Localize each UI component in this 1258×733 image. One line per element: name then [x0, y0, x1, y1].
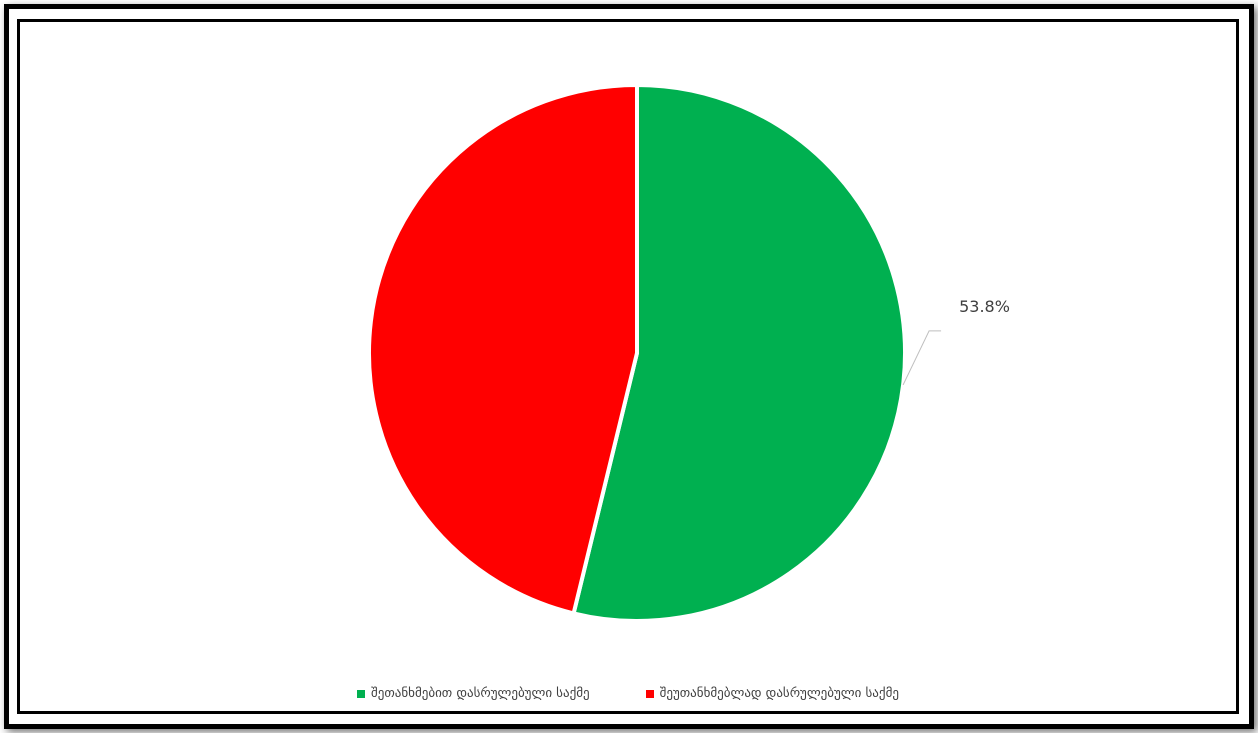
chart-frame-outer: 53.8% შეთანხმებით დასრულებული საქმე შეუთ…	[4, 4, 1254, 729]
data-label-leader-line	[902, 330, 942, 386]
pie-slice-not-agreed	[367, 83, 639, 616]
legend: შეთანხმებით დასრულებული საქმე შეუთანხმებ…	[20, 686, 1236, 701]
data-label-agreed: 53.8%	[959, 297, 1010, 316]
plot-area: 53.8%	[20, 22, 1236, 711]
legend-label-not-agreed: შეუთანხმებლად დასრულებული საქმე	[659, 686, 899, 701]
legend-item-agreed: შეთანხმებით დასრულებული საქმე	[357, 686, 590, 701]
chart-frame-inner: 53.8% შეთანხმებით დასრულებული საქმე შეუთ…	[17, 19, 1239, 714]
pie-slice-agreed	[571, 83, 907, 623]
pie-chart: 53.8%	[367, 83, 1010, 623]
legend-item-not-agreed: შეუთანხმებლად დასრულებული საქმე	[645, 686, 899, 701]
legend-label-agreed: შეთანხმებით დასრულებული საქმე	[371, 686, 590, 701]
legend-swatch-green	[357, 689, 366, 698]
legend-swatch-red	[645, 689, 654, 698]
